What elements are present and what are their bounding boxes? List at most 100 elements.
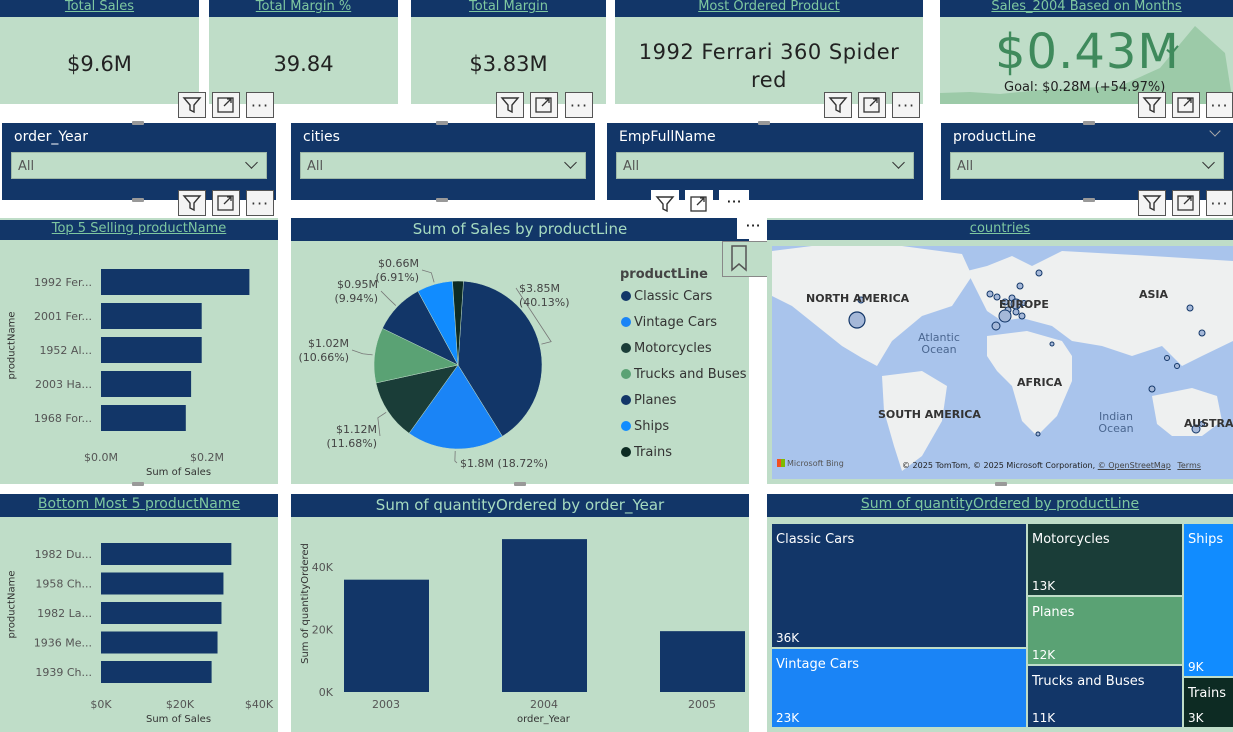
legend-item[interactable]: Ships: [621, 419, 669, 434]
bookmark-icon[interactable]: [722, 241, 768, 277]
map-card[interactable]: countries NORTH AMERICA EUROPE AS: [767, 218, 1233, 484]
legend-item[interactable]: Classic Cars: [621, 289, 712, 304]
osm-link[interactable]: © OpenStreetMap: [1097, 461, 1171, 470]
gauge-value: $0.43M: [995, 24, 1180, 80]
focus-mode-icon[interactable]: [1172, 190, 1200, 216]
resize-handle[interactable]: [132, 121, 144, 125]
focus-mode-icon[interactable]: [858, 92, 886, 118]
more-options-icon[interactable]: ···: [1206, 92, 1233, 118]
pie-slice: [375, 364, 459, 434]
order-year-dropdown[interactable]: All: [11, 152, 267, 179]
productline-dropdown[interactable]: All: [950, 152, 1224, 179]
resize-handle[interactable]: [1083, 198, 1095, 202]
legend-item[interactable]: Planes: [621, 393, 676, 408]
kpi-most-ordered-product[interactable]: Most Ordered Product 1992 Ferrari 360 Sp…: [615, 0, 923, 104]
resize-handle[interactable]: [1083, 121, 1095, 125]
kpi-total-sales[interactable]: Total Sales $9.6M: [0, 0, 199, 104]
data-label: $1.8M (18.72%): [460, 457, 548, 470]
more-options-icon[interactable]: ···: [246, 190, 274, 216]
data-label: $3.85M: [519, 282, 560, 295]
slicer-label: EmpFullName: [619, 129, 716, 145]
terms-link[interactable]: Terms: [1177, 461, 1201, 470]
focus-mode-icon[interactable]: [1172, 92, 1200, 118]
treemap-cell[interactable]: Classic Cars 36K: [772, 524, 1026, 647]
treemap-cell[interactable]: Vintage Cars 23K: [772, 649, 1026, 727]
filter-icon[interactable]: [651, 190, 679, 218]
tick-label: 2005: [688, 698, 716, 711]
focus-mode-icon[interactable]: [685, 190, 713, 218]
more-options-icon[interactable]: ···: [565, 92, 593, 118]
legend-swatch: [621, 317, 631, 327]
resize-handle[interactable]: [132, 198, 144, 202]
empfullname-dropdown[interactable]: All: [616, 152, 914, 179]
kpi-gauge-sales-2004[interactable]: Sales_2004 Based on Months $0.43M Goal: …: [940, 0, 1233, 104]
treemap-cell[interactable]: Trucks and Buses 11K: [1028, 666, 1182, 727]
chart-title: Sum of quantityOrdered by order_Year: [291, 494, 749, 517]
filter-icon[interactable]: [496, 92, 524, 118]
more-options-icon[interactable]: ···: [892, 92, 920, 118]
treemap-cell[interactable]: Ships 9K: [1184, 524, 1233, 676]
kpi-total-margin[interactable]: Total Margin $3.83M: [411, 0, 606, 104]
filter-icon[interactable]: [178, 92, 206, 118]
resize-handle[interactable]: [995, 482, 1007, 486]
dropdown-value: All: [623, 159, 640, 174]
focus-mode-icon[interactable]: [530, 92, 558, 118]
filter-icon[interactable]: [178, 190, 206, 216]
tick-label: $0.2M: [190, 451, 224, 464]
resize-handle[interactable]: [514, 482, 526, 486]
x-axis-label: Sum of Sales: [146, 714, 212, 725]
chevron-down-icon[interactable]: [1202, 156, 1215, 169]
top5-chart-card[interactable]: Top 5 Selling productName productName Su…: [0, 218, 278, 484]
leader-line: [377, 411, 387, 437]
kpi-title: Total Sales: [0, 0, 199, 17]
world-map[interactable]: [772, 246, 1233, 479]
chevron-down-icon: [245, 156, 258, 169]
kpi-value: 1992 Ferrari 360 Spider red: [638, 40, 900, 92]
category-label: 1952 Al...: [39, 344, 92, 357]
legend-swatch: [621, 395, 631, 405]
kpi-total-margin-pct[interactable]: Total Margin % 39.84: [209, 0, 398, 104]
qty-year-chart-card[interactable]: Sum of quantityOrdered by order_Year Sum…: [291, 494, 749, 732]
bar: [101, 405, 186, 431]
treemap-cell[interactable]: Trains 3K: [1184, 678, 1233, 727]
legend-item[interactable]: Motorcycles: [621, 341, 712, 356]
filter-icon[interactable]: [1138, 190, 1166, 216]
focus-mode-icon[interactable]: [212, 92, 240, 118]
chart-title: Sum of quantityOrdered by productLine: [767, 494, 1233, 517]
bottom5-chart-card[interactable]: Bottom Most 5 productName productName Su…: [0, 494, 278, 732]
more-options-icon[interactable]: ···: [1206, 190, 1233, 216]
category-label: 1992 Fer...: [34, 276, 92, 289]
data-label: (11.68%): [326, 437, 377, 450]
more-options-icon[interactable]: ···: [737, 217, 769, 239]
pie-chart-card[interactable]: Sum of Sales by productLine $3.85M (40.13…: [291, 218, 749, 484]
chart-title: Bottom Most 5 productName: [0, 494, 278, 517]
filter-icon[interactable]: [824, 92, 852, 118]
focus-mode-icon[interactable]: [212, 190, 240, 216]
legend-item[interactable]: Vintage Cars: [621, 315, 717, 330]
data-label: (10.66%): [298, 351, 349, 364]
slicer-label: productLine: [953, 129, 1037, 145]
chevron-up-icon[interactable]: [1209, 125, 1221, 137]
bar: [660, 631, 745, 692]
data-label: (40.13%): [519, 296, 570, 309]
more-options-icon[interactable]: ···: [246, 92, 274, 118]
legend-label: Classic Cars: [634, 289, 713, 304]
legend-item[interactable]: Trains: [621, 445, 672, 460]
map-label-north-america: NORTH AMERICA: [806, 292, 910, 305]
filter-icon[interactable]: [1138, 92, 1166, 118]
more-options-icon[interactable]: ···: [719, 190, 749, 218]
legend-label: Ships: [634, 419, 670, 434]
treemap-cell[interactable]: Motorcycles 13K: [1028, 524, 1182, 595]
resize-handle[interactable]: [758, 121, 770, 125]
leader-line: [515, 287, 552, 345]
treemap-card[interactable]: Sum of quantityOrdered by productLine Cl…: [767, 494, 1233, 732]
kpi-title: Sales_2004 Based on Months: [940, 0, 1233, 17]
gauge-goal: Goal: $0.28M (+54.97%): [1004, 80, 1166, 95]
resize-handle[interactable]: [436, 121, 448, 125]
resize-handle[interactable]: [436, 198, 448, 202]
treemap-cell[interactable]: Planes 12K: [1028, 597, 1182, 664]
legend-swatch: [621, 291, 631, 301]
legend-item[interactable]: Trucks and Buses: [621, 367, 747, 382]
resize-handle[interactable]: [132, 482, 144, 486]
cities-dropdown[interactable]: All: [300, 152, 586, 179]
